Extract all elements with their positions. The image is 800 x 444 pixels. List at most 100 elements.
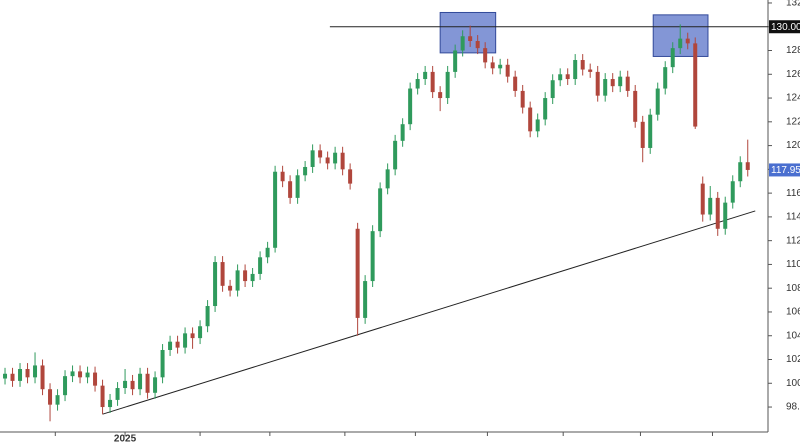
candle-body [588, 69, 593, 72]
candle-body [220, 262, 225, 286]
candle-body [85, 372, 90, 378]
candle-body [295, 175, 300, 198]
candle-body [303, 166, 308, 176]
candle-body [160, 349, 165, 378]
resistance-label: 130.00 [771, 22, 800, 33]
candle-body [648, 114, 653, 148]
candle-body [723, 202, 728, 229]
last-price-label: 117.95 [771, 165, 800, 176]
candle-body [715, 197, 720, 229]
candle-body [310, 150, 315, 167]
candle-body [550, 80, 555, 99]
candle-body [565, 74, 570, 80]
candle-body [520, 90, 525, 108]
y-tick-label: 112.00 [786, 235, 800, 246]
candle-body [108, 399, 113, 408]
candle-body [730, 181, 735, 203]
candle-body [595, 71, 600, 96]
candle-body [498, 64, 503, 69]
candle-body [325, 157, 330, 164]
candle-body [258, 257, 263, 274]
candle-body [318, 150, 323, 158]
candle-body [228, 285, 233, 291]
candle-body [265, 247, 270, 258]
candle-body [370, 231, 375, 282]
candle-body [580, 60, 585, 70]
y-tick-label: 108.00 [786, 283, 800, 294]
candle-body [708, 197, 713, 215]
resistance-zone [439, 11, 497, 54]
candle-body [100, 385, 105, 408]
candle-body [543, 98, 548, 120]
candle-body [333, 152, 338, 164]
candle-body [618, 76, 623, 87]
candle-body [25, 369, 30, 378]
candle-body [445, 71, 450, 99]
candle-body [738, 162, 743, 182]
candle-body [48, 389, 53, 405]
candle-body [183, 333, 188, 348]
candle-body [138, 373, 143, 390]
candle-body [10, 373, 15, 381]
y-tick-label: 116.00 [786, 188, 800, 199]
y-tick-label: 132.00 [786, 0, 800, 9]
candle-body [355, 228, 360, 318]
candle-body [288, 181, 293, 198]
candle-body [603, 79, 608, 96]
y-tick-label: 120.00 [786, 140, 800, 151]
candle-body [505, 64, 510, 77]
candle-body [40, 365, 45, 390]
candle-body [745, 162, 750, 170]
candle-body [693, 43, 698, 127]
candle-body [190, 333, 195, 339]
candle-body [3, 373, 8, 379]
candle-body [573, 60, 578, 80]
candle-body [63, 376, 68, 396]
candle-body [558, 74, 563, 81]
candle-body [168, 341, 173, 350]
candle-body [685, 38, 690, 44]
x-tick-label: 2025 [114, 434, 137, 444]
candle-body [408, 88, 413, 125]
candle-body [655, 88, 660, 115]
y-tick-label: 98.00 [786, 402, 800, 413]
candle-body [93, 372, 98, 386]
candle-body [610, 79, 615, 87]
candle-body [640, 121, 645, 148]
candle-body [483, 48, 488, 63]
candle-body [385, 169, 390, 189]
y-tick-label: 102.00 [786, 354, 800, 365]
y-tick-label: 104.00 [786, 330, 800, 341]
candle-body [348, 169, 353, 184]
last-price-label-box [769, 163, 800, 177]
candle-body [235, 270, 240, 291]
candle-body [280, 171, 285, 182]
candle-body [633, 90, 638, 122]
candle-body [438, 92, 443, 99]
candle-body [528, 107, 533, 132]
candle-body [415, 79, 420, 89]
y-tick-label: 106.00 [786, 307, 800, 318]
y-tick-label: 122.00 [786, 116, 800, 127]
candle-body [273, 171, 278, 248]
candle-body [378, 188, 383, 232]
candle-body [513, 76, 518, 91]
candle-body [78, 371, 83, 378]
candle-body [153, 377, 158, 393]
candle-body [205, 306, 210, 327]
candle-body [55, 395, 60, 405]
candle-body [453, 50, 458, 72]
candle-body [423, 71, 428, 80]
candle-body [18, 369, 23, 381]
candle-body [115, 388, 120, 400]
y-tick-label: 126.00 [786, 69, 800, 80]
candle-body [250, 273, 255, 282]
y-tick-label: 114.00 [786, 212, 800, 223]
candle-body [198, 326, 203, 339]
y-tick-label: 128.00 [786, 45, 800, 56]
candle-body [33, 365, 38, 378]
candle-body [213, 262, 218, 307]
candle-body [430, 71, 435, 93]
candle-body [475, 41, 480, 49]
candle-body [678, 38, 683, 49]
